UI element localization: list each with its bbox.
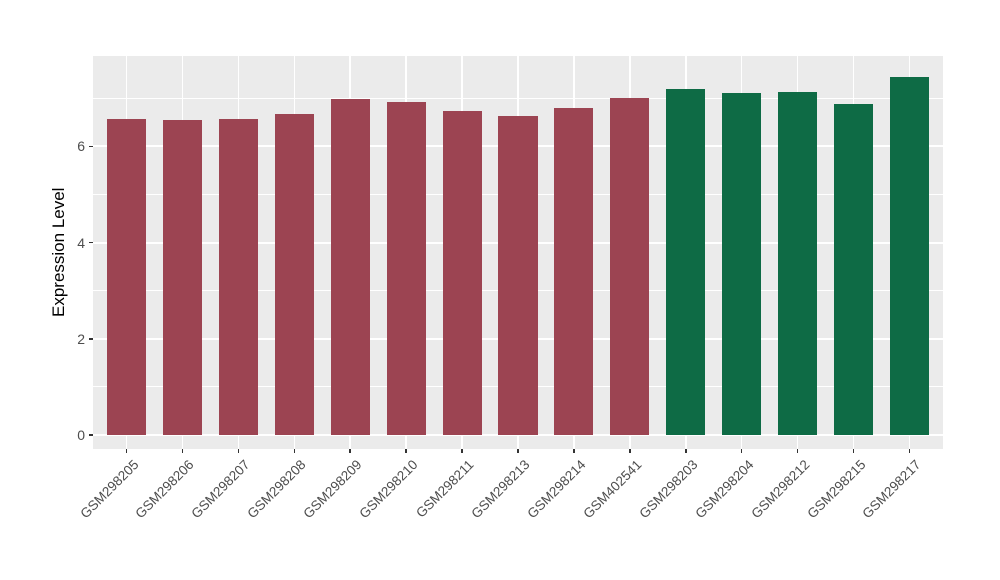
y-tick-label: 4 (77, 234, 85, 251)
x-tick-label: GSM298210 (356, 457, 421, 522)
x-tick-label: GSM298208 (244, 457, 309, 522)
y-tick-mark (89, 241, 93, 244)
x-tick-label: GSM402541 (580, 457, 645, 522)
x-tick-label: GSM298215 (803, 457, 869, 522)
bar (498, 115, 538, 435)
x-tick-label: GSM298214 (524, 457, 589, 522)
bar (889, 77, 930, 435)
x-tick-mark (293, 449, 296, 453)
x-tick-label: GSM298217 (859, 457, 925, 522)
x-tick-label: GSM298203 (636, 457, 701, 522)
x-tick-mark (461, 449, 463, 453)
x-tick-mark (629, 449, 631, 453)
bar (722, 93, 762, 435)
y-tick-mark (89, 434, 93, 436)
x-tick-mark (852, 449, 855, 453)
x-tick-mark (349, 449, 351, 453)
x-tick-mark (908, 449, 911, 453)
bar (833, 104, 874, 435)
x-tick-mark (517, 449, 519, 453)
y-tick-label: 0 (77, 427, 85, 443)
bar (106, 118, 147, 435)
x-tick-mark (181, 449, 184, 453)
x-tick-mark (125, 449, 128, 453)
x-tick-label: GSM298207 (188, 457, 253, 522)
bar (554, 107, 594, 435)
y-tick-label: 6 (77, 138, 85, 155)
y-tick-label: 2 (77, 330, 85, 347)
bar (274, 113, 314, 435)
bar (610, 98, 650, 435)
y-tick-mark (89, 145, 93, 148)
x-tick-label: GSM298213 (468, 457, 533, 522)
bar (442, 111, 482, 435)
bar (218, 119, 258, 435)
bar (666, 89, 706, 435)
x-tick-mark (740, 449, 743, 453)
bar (162, 120, 203, 435)
bar (778, 91, 818, 435)
y-axis-title: Expression Level (49, 187, 68, 318)
x-tick-mark (237, 449, 240, 453)
x-tick-mark (685, 449, 687, 453)
x-tick-label: GSM298211 (413, 457, 477, 521)
x-tick-mark (405, 449, 407, 453)
y-tick-mark (89, 338, 93, 340)
x-tick-mark (796, 449, 799, 453)
x-tick-mark (573, 449, 575, 453)
x-tick-label: GSM298212 (747, 457, 813, 522)
x-tick-label: GSM298204 (692, 457, 757, 522)
x-tick-label: GSM298205 (76, 457, 142, 522)
bar (330, 98, 370, 435)
plot-panel (93, 56, 943, 449)
x-tick-label: GSM298209 (300, 457, 365, 522)
x-tick-label: GSM298206 (132, 457, 198, 522)
bar (386, 101, 426, 435)
